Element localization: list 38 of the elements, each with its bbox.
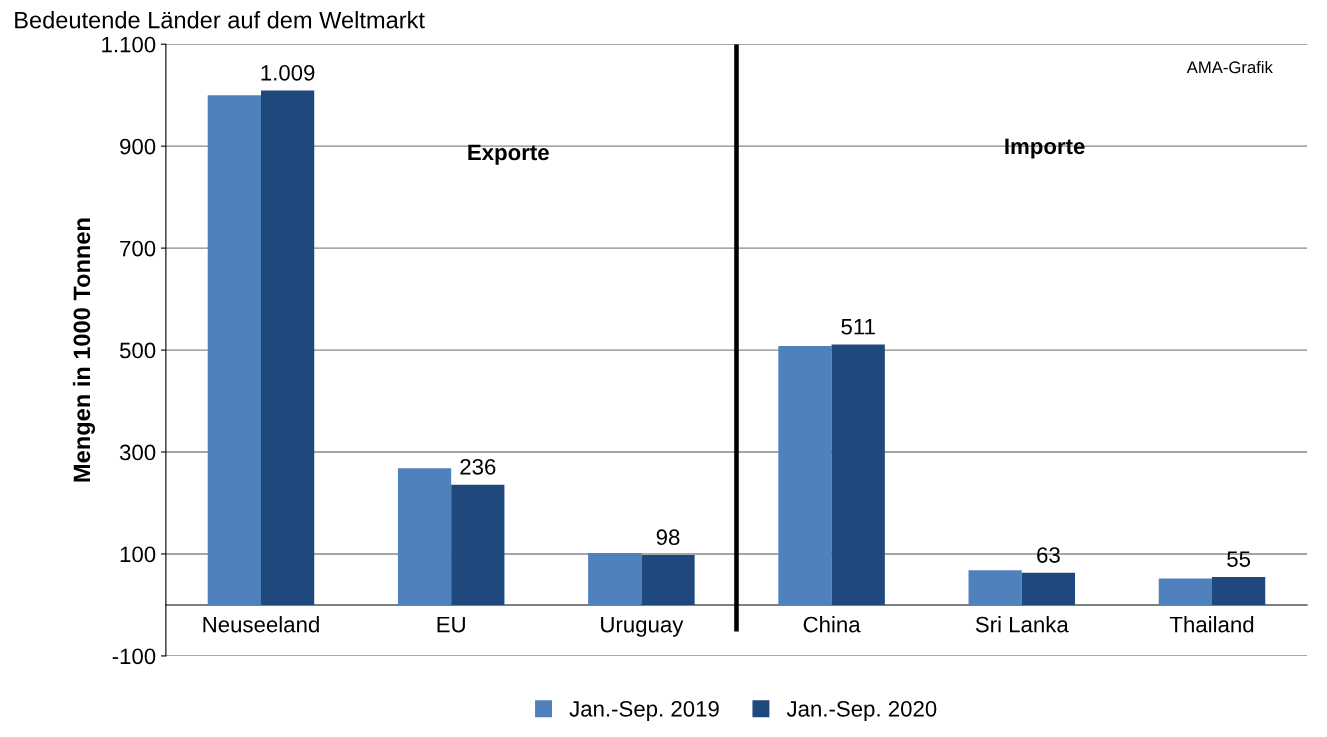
data-label: 236 (460, 458, 496, 475)
data-label: 98 (656, 529, 680, 546)
bar (1158, 578, 1212, 605)
bar (397, 468, 452, 605)
data-label: 1.009 (261, 64, 315, 81)
y-tick-label: 900 (120, 138, 156, 155)
bar (588, 552, 642, 605)
y-tick-label: 1.100 (102, 36, 156, 53)
y-tick-label: -100 (112, 648, 156, 665)
bar (831, 344, 885, 605)
data-label: 55 (1227, 551, 1251, 567)
y-tick-label: 500 (119, 342, 156, 359)
legend-label: Jan.-Sep. 2019 (569, 700, 719, 722)
x-tick-label: Neuseeland (203, 616, 319, 633)
annotation: Importe (1005, 138, 1085, 159)
x-tick-label: Uruguay (601, 616, 684, 637)
data-label: 511 (841, 319, 875, 335)
chart-title: Bedeutende Länder auf dem Weltmarkt (15, 11, 425, 29)
y-tick-label: 700 (120, 240, 156, 257)
bar (778, 346, 832, 605)
y-tick-label: 100 (120, 546, 156, 563)
bar (260, 90, 315, 605)
y-axis-title: Mengen in 1000 Tonnen (72, 218, 95, 482)
bar (968, 570, 1022, 605)
legend-label: Jan.-Sep. 2020 (786, 700, 937, 722)
annotation: Exporte (468, 144, 549, 165)
x-tick-label: Thailand (1169, 616, 1254, 633)
bar (1021, 572, 1076, 605)
x-tick-label: Sri Lanka (975, 616, 1069, 633)
data-label: 63 (1037, 547, 1060, 563)
bar (451, 484, 505, 605)
x-tick-label: EU (437, 616, 465, 633)
annotation: AMA-Grafik (1186, 60, 1273, 74)
x-tick-label: China (803, 616, 861, 633)
bar (641, 555, 695, 605)
bar (207, 95, 261, 605)
y-tick-label: 300 (119, 444, 156, 461)
bar (1211, 576, 1266, 605)
